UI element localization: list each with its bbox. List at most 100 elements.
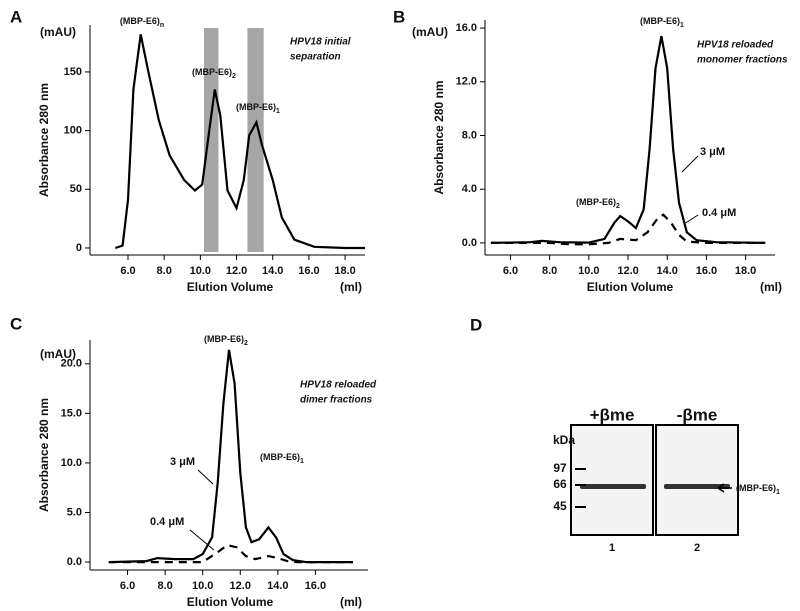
peak-label-sub: 1 bbox=[680, 22, 684, 29]
peak-label-sub: 2 bbox=[232, 73, 236, 80]
y-tick-label: 50 bbox=[70, 183, 82, 195]
lane-label: -βme bbox=[677, 405, 718, 424]
x-tick-label: 6.0 bbox=[120, 265, 135, 277]
panel-label: D bbox=[470, 315, 482, 334]
x-tick-label: 16.0 bbox=[305, 580, 326, 592]
y-tick-label: 5.0 bbox=[67, 506, 82, 518]
peak-label: (MBP-E6)1 bbox=[640, 16, 684, 28]
x-unit: (ml) bbox=[760, 280, 782, 294]
peak-label-sub: 1 bbox=[300, 458, 304, 465]
panel-label: B bbox=[393, 7, 405, 26]
peak-label: (MBP-E6)1 bbox=[260, 452, 304, 464]
x-tick-label: 8.0 bbox=[157, 580, 172, 592]
y-axis-label: Absorbance 280 nm bbox=[432, 80, 446, 194]
peak-label-sub: 2 bbox=[244, 340, 248, 347]
curve bbox=[108, 544, 353, 564]
panel-d: D kDa 97 66 45 +βme -βme 1 2 (MBP-E6)1 bbox=[470, 315, 780, 553]
note: monomer fractions bbox=[697, 55, 788, 66]
y-axis-label: Absorbance 280 nm bbox=[37, 398, 51, 512]
x-tick-label: 14.0 bbox=[267, 580, 288, 592]
x-tick-label: 18.0 bbox=[735, 265, 756, 277]
x-axis-label: Elution Volume bbox=[587, 280, 674, 294]
x-axis-label: Elution Volume bbox=[187, 595, 274, 609]
curve bbox=[108, 349, 353, 564]
y-axis-label: Absorbance 280 nm bbox=[37, 83, 51, 197]
x-tick-label: 12.0 bbox=[226, 265, 247, 277]
leader-line bbox=[683, 214, 699, 225]
band-label: (MBP-E6)1 bbox=[736, 483, 780, 495]
y-tick-label: 12.0 bbox=[456, 76, 477, 88]
x-tick-label: 16.0 bbox=[696, 265, 717, 277]
x-unit: (ml) bbox=[340, 595, 362, 609]
band-label-text: (MBP-E6) bbox=[736, 483, 776, 493]
x-tick-label: 18.0 bbox=[334, 265, 355, 277]
x-axis-label: Elution Volume bbox=[187, 280, 274, 294]
y-tick-label: 10.0 bbox=[61, 457, 82, 469]
peak-label-text: (MBP-E6) bbox=[204, 334, 244, 344]
peak-label-text: (MBP-E6) bbox=[260, 452, 300, 462]
y-unit: (mAU) bbox=[40, 347, 76, 361]
peak-label-text: (MBP-E6) bbox=[640, 16, 680, 26]
peak-label: (MBP-E6)2 bbox=[576, 197, 620, 209]
x-tick-label: 12.0 bbox=[617, 265, 638, 277]
gel-band bbox=[580, 484, 646, 489]
x-tick-label: 12.0 bbox=[230, 580, 251, 592]
lane-number: 2 bbox=[694, 542, 700, 554]
note: dimer fractions bbox=[300, 395, 373, 406]
x-tick-label: 6.0 bbox=[503, 265, 518, 277]
peak-label-text: (MBP-E6) bbox=[192, 67, 232, 77]
x-tick-label: 10.0 bbox=[192, 580, 213, 592]
x-tick-label: 10.0 bbox=[578, 265, 599, 277]
note: HPV18 initial bbox=[290, 37, 351, 48]
x-tick-label: 8.0 bbox=[542, 265, 557, 277]
unit-label: kDa bbox=[553, 433, 575, 447]
x-tick-label: 16.0 bbox=[298, 265, 319, 277]
y-tick-label: 15.0 bbox=[61, 407, 82, 419]
lane-number: 1 bbox=[609, 542, 615, 554]
panel-label: C bbox=[10, 314, 22, 333]
y-tick-label: 20.0 bbox=[61, 358, 82, 370]
leader-line bbox=[681, 155, 699, 173]
y-tick-label: 150 bbox=[64, 66, 82, 78]
y-tick-label: 0.0 bbox=[67, 556, 82, 568]
y-tick-label: 4.0 bbox=[462, 183, 477, 195]
peak-label-sub: 2 bbox=[616, 203, 620, 210]
x-tick-label: 10.0 bbox=[190, 265, 211, 277]
x-unit: (ml) bbox=[340, 280, 362, 294]
band-label-sub: 1 bbox=[776, 489, 780, 496]
peak-label: (MBP-E6)1 bbox=[236, 102, 280, 114]
note: HPV18 reloaded bbox=[300, 380, 377, 391]
marker-label: 66 bbox=[553, 477, 567, 491]
y-unit: (mAU) bbox=[40, 25, 76, 39]
note: separation bbox=[290, 52, 341, 63]
lane-label: +βme bbox=[590, 405, 635, 424]
gel-lane-box bbox=[655, 424, 739, 536]
curve bbox=[490, 35, 766, 244]
peak-label: (MBP-E6)2 bbox=[204, 334, 248, 346]
y-tick-label: 8.0 bbox=[462, 129, 477, 141]
x-tick-label: 8.0 bbox=[157, 265, 172, 277]
y-tick-label: 16.0 bbox=[456, 22, 477, 34]
curve bbox=[114, 34, 365, 250]
curve-label: 3 μM bbox=[700, 146, 725, 158]
y-tick-label: 100 bbox=[64, 125, 82, 137]
shaded-fraction bbox=[247, 28, 264, 252]
peak-label-text: (MBP-E6) bbox=[576, 197, 616, 207]
y-unit: (mAU) bbox=[412, 25, 448, 39]
peak-label: (MBP-E6)2 bbox=[192, 67, 236, 79]
gel-band bbox=[664, 484, 730, 489]
peak-label-sub: 1 bbox=[276, 108, 280, 115]
curve-label: 0.4 μM bbox=[702, 207, 736, 219]
peak-label-text: (MBP-E6) bbox=[236, 102, 276, 112]
gel-lane-box bbox=[570, 424, 654, 536]
arrow-head bbox=[717, 483, 725, 493]
curve-label: 3 μM bbox=[170, 456, 195, 468]
peak-label-sub: n bbox=[160, 22, 164, 29]
x-tick-label: 14.0 bbox=[262, 265, 283, 277]
note: HPV18 reloaded bbox=[697, 40, 774, 51]
peak-label: (MBP-E6)n bbox=[120, 16, 164, 28]
curve-label: 0.4 μM bbox=[150, 516, 184, 528]
x-tick-label: 14.0 bbox=[657, 265, 678, 277]
marker-label: 97 bbox=[553, 461, 567, 475]
